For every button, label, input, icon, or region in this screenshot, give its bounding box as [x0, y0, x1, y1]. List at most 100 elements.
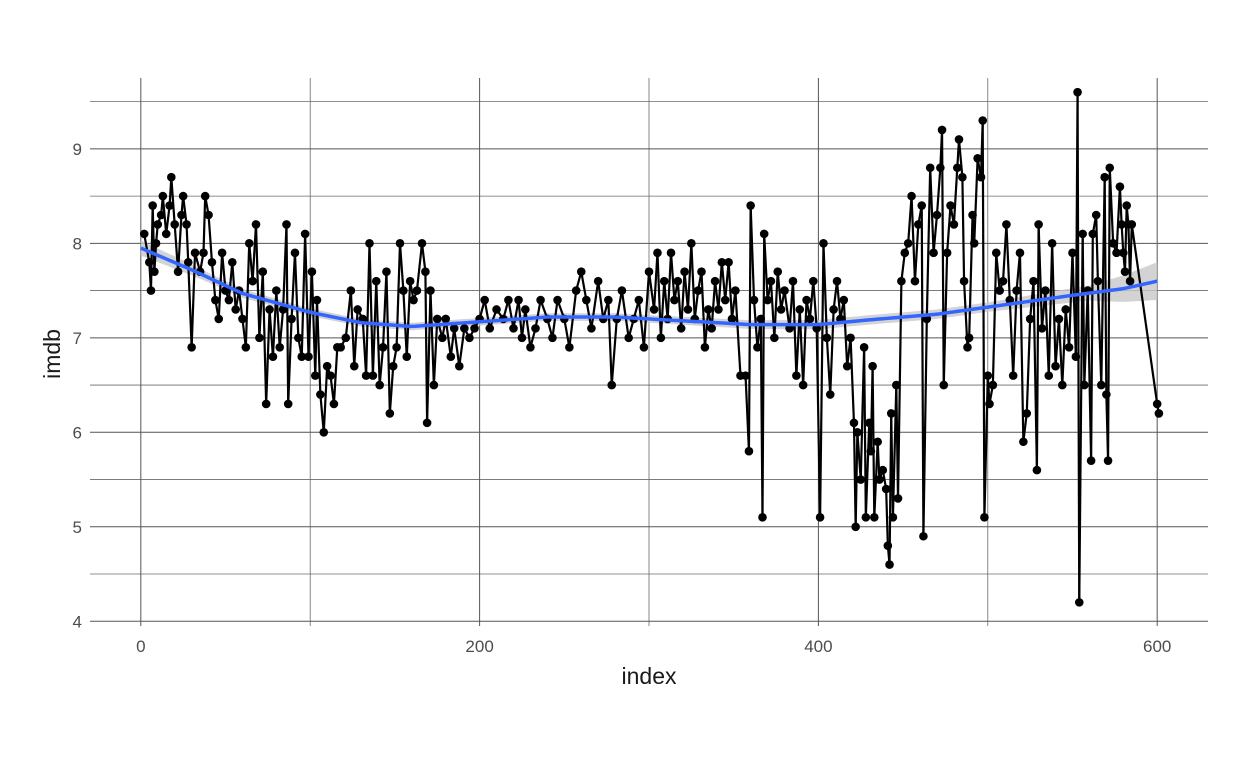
- data-point: [382, 267, 391, 276]
- data-point: [946, 201, 955, 210]
- y-tick-label: 8: [73, 234, 82, 253]
- series-line-segment: [973, 158, 979, 244]
- data-point: [504, 295, 513, 305]
- y-tick-label: 4: [73, 612, 82, 631]
- data-point: [714, 305, 723, 314]
- data-point: [402, 352, 412, 362]
- data-point: [1032, 465, 1042, 475]
- data-point: [405, 276, 415, 286]
- data-point: [680, 267, 689, 276]
- series-line-segment: [720, 262, 727, 301]
- data-point: [773, 267, 783, 276]
- data-point: [576, 267, 586, 276]
- data-point: [300, 229, 310, 239]
- data-point: [421, 267, 430, 276]
- series-line-segment: [656, 252, 662, 338]
- data-point: [770, 333, 779, 343]
- data-point: [509, 324, 518, 333]
- series-line-segment: [835, 281, 842, 320]
- data-point: [1061, 305, 1071, 314]
- series-line-segment: [1061, 309, 1067, 386]
- data-point: [441, 314, 451, 324]
- series-line-segment: [952, 167, 959, 225]
- data-point: [231, 305, 240, 314]
- series-line-segment: [597, 280, 605, 320]
- series-line-segment: [458, 328, 466, 367]
- series-line-segment: [512, 299, 520, 329]
- series-line-segment: [900, 252, 906, 282]
- data-point: [897, 276, 906, 286]
- data-point: [361, 371, 371, 380]
- x-tick-labels: 0 200 400 600: [136, 637, 1171, 656]
- data-point: [283, 399, 293, 409]
- data-point: [326, 371, 335, 380]
- data-point: [392, 342, 401, 352]
- data-point: [700, 342, 710, 352]
- series-line-segment: [344, 290, 352, 338]
- data-point: [446, 352, 456, 362]
- data-point: [146, 286, 156, 295]
- data-point: [265, 305, 274, 314]
- data-point: [571, 286, 581, 295]
- series-line-segment: [1130, 224, 1159, 405]
- series-line-segment: [863, 347, 867, 518]
- data-point: [341, 333, 351, 343]
- series-line-segment: [885, 488, 889, 546]
- data-point: [1068, 248, 1077, 258]
- series-line-segment: [293, 252, 300, 338]
- series-line-segment: [710, 281, 717, 329]
- series-line-segment: [693, 290, 700, 320]
- data-point: [1086, 456, 1096, 465]
- data-point: [1002, 220, 1011, 229]
- series-line-segment: [315, 299, 322, 395]
- series-line-segment: [1123, 205, 1128, 272]
- data-point: [744, 446, 754, 456]
- data-point: [365, 239, 374, 248]
- data-point: [766, 276, 776, 286]
- series-line-segment: [637, 299, 646, 348]
- series-line-segment: [922, 318, 928, 537]
- data-point: [1078, 229, 1087, 239]
- series-line-segment: [957, 139, 964, 178]
- data-point: [851, 522, 860, 532]
- data-point: [942, 248, 952, 258]
- data-point: [624, 333, 633, 343]
- series-line-segment: [812, 281, 818, 329]
- data-point: [409, 295, 418, 305]
- series-line-segment: [822, 243, 828, 338]
- data-point: [842, 361, 852, 371]
- data-point: [278, 305, 288, 314]
- data-point: [517, 333, 527, 343]
- data-point: [268, 352, 278, 362]
- data-point: [1093, 276, 1103, 286]
- series-line-segment: [405, 281, 412, 357]
- data-point: [644, 267, 654, 276]
- series-line-segment: [332, 347, 339, 405]
- data-point: [958, 172, 967, 182]
- data-point: [521, 305, 530, 314]
- data-point: [429, 380, 439, 390]
- data-point: [676, 324, 686, 333]
- series-line-segment: [1095, 214, 1099, 282]
- data-point: [763, 295, 772, 305]
- series-line-segment: [261, 271, 268, 404]
- series-line-segment: [170, 177, 176, 225]
- series-line-segment: [353, 309, 359, 367]
- data-point: [756, 314, 766, 324]
- data-point: [258, 267, 268, 276]
- series-line-segment: [849, 337, 856, 423]
- data-point: [846, 333, 855, 343]
- data-point: [976, 172, 986, 182]
- series-line-segment: [876, 441, 881, 480]
- series-line-segment: [368, 243, 374, 376]
- series-line-segment: [776, 271, 783, 310]
- data-point: [375, 380, 384, 390]
- series-line-segment: [607, 299, 613, 386]
- data-point: [182, 220, 191, 229]
- data-point: [426, 286, 435, 295]
- data-point: [753, 342, 762, 352]
- data-point: [1044, 371, 1054, 380]
- series-line-segment: [1090, 233, 1094, 461]
- series-line-segment: [620, 290, 630, 338]
- series-line-segment: [995, 252, 1001, 291]
